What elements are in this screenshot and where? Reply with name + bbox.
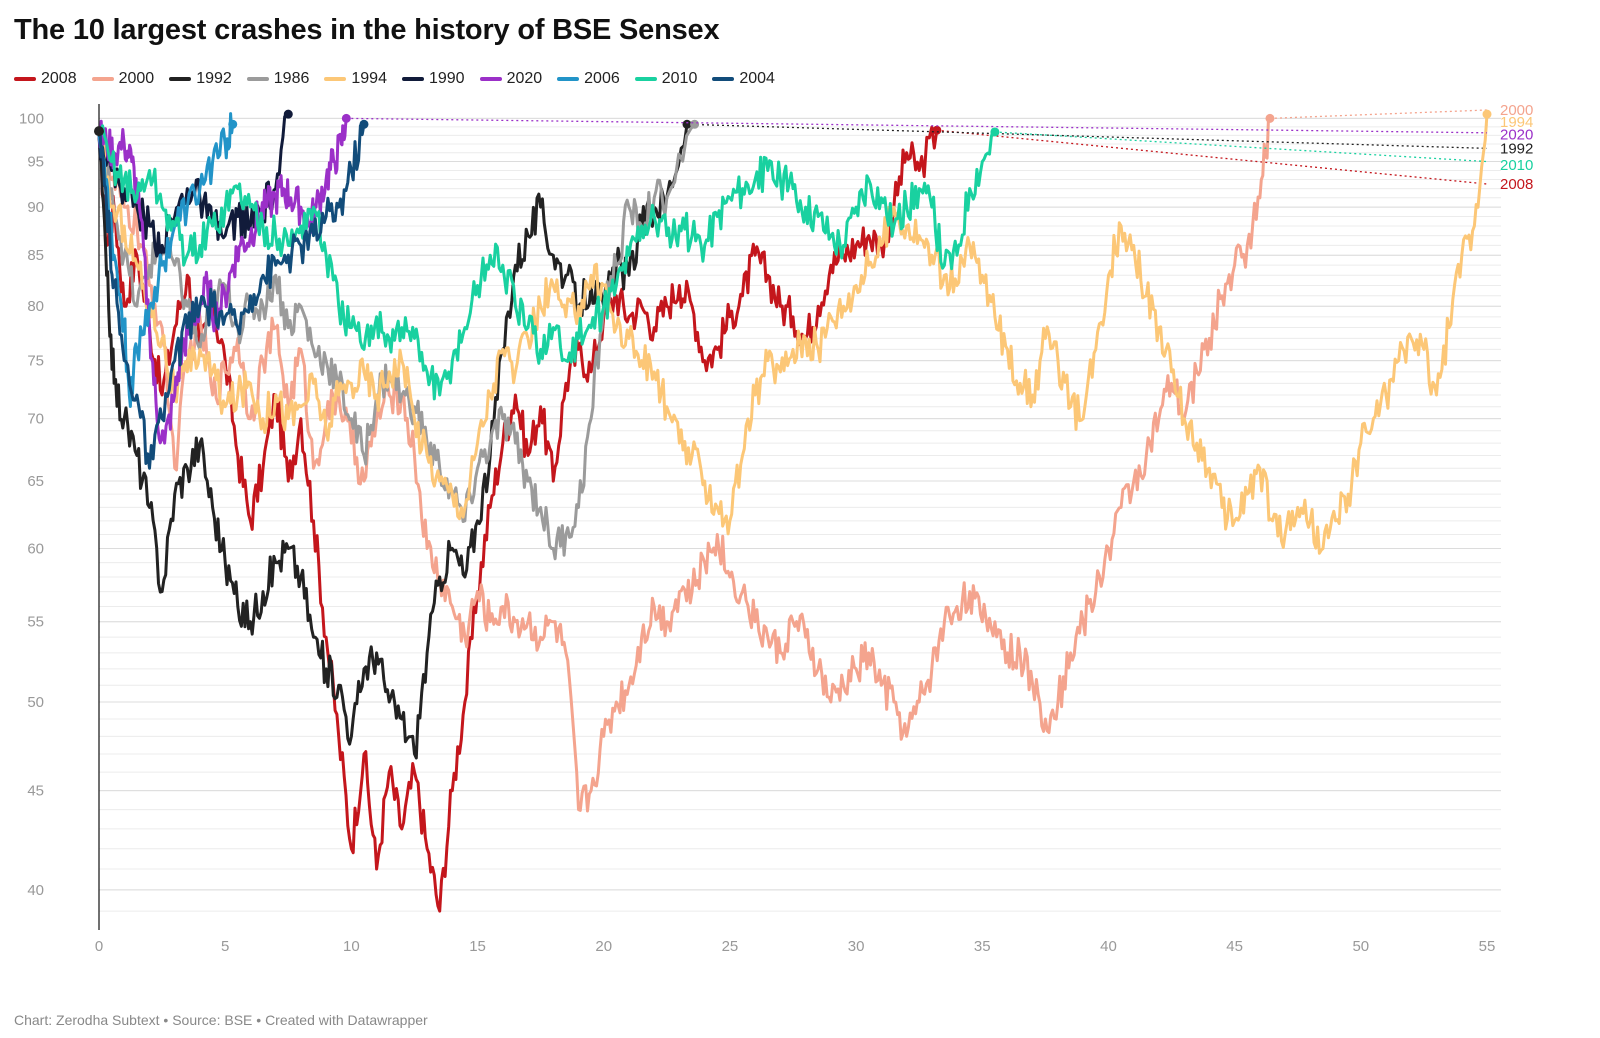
legend-item-1994: 1994: [324, 70, 387, 88]
legend-item-2004: 2004: [712, 70, 775, 88]
series-line-1994: [97, 112, 1489, 555]
x-tick-label: 35: [974, 938, 991, 955]
legend-swatch: [169, 77, 192, 81]
legend-label: 1990: [428, 70, 465, 87]
x-tick-label: 20: [595, 938, 612, 955]
x-tick-label: 30: [848, 938, 865, 955]
x-tick-label: 40: [1100, 938, 1117, 955]
chart-footer: Chart: Zerodha Subtext • Source: BSE • C…: [14, 1012, 428, 1028]
y-tick-label: 90: [27, 199, 44, 216]
legend-swatch: [91, 77, 114, 81]
x-tick-label: 55: [1479, 938, 1496, 955]
legend-item-2020: 2020: [479, 70, 543, 88]
series-extension-2008: [936, 129, 1488, 185]
legend-swatch: [246, 77, 269, 81]
series-end-point-2020: [341, 113, 351, 123]
series-end-point-1990: [283, 109, 293, 119]
y-tick-label: 75: [27, 353, 44, 370]
legend-label: 2000: [118, 70, 155, 87]
footer-separator: •: [252, 1012, 266, 1028]
series-end-point-2006: [228, 119, 238, 129]
x-tick-label: 25: [722, 938, 739, 955]
series-line-2004: [97, 122, 366, 470]
legend-label: 2010: [661, 70, 698, 87]
y-tick-label: 95: [27, 154, 44, 171]
legend-label: 2004: [739, 70, 775, 87]
end-label-2020: 2020: [1500, 127, 1533, 144]
legend-swatch: [712, 77, 735, 81]
footer-credit: Chart: Zerodha Subtext: [14, 1012, 160, 1028]
series-end-point-2004: [359, 119, 369, 129]
series-line-2006: [97, 112, 235, 408]
series-end-point-1992: [682, 119, 692, 129]
series-line-2000: [97, 115, 1272, 813]
x-tick-label: 45: [1226, 938, 1243, 955]
y-tick-label: 65: [27, 473, 44, 490]
footer-separator: •: [159, 1012, 173, 1028]
legend-label: 1986: [273, 70, 310, 87]
y-tick-label: 80: [27, 298, 44, 315]
end-label-1992: 1992: [1500, 140, 1533, 157]
footer-tool: Created with Datawrapper: [265, 1012, 428, 1028]
series-end-point-1994: [1482, 109, 1492, 119]
series-end-point-1986: [690, 119, 700, 129]
y-tick-label: 55: [27, 614, 44, 631]
legend-label: 1994: [351, 70, 387, 87]
legend-swatch: [324, 77, 347, 81]
legend-label: 2020: [506, 70, 543, 87]
series-extension-2010: [994, 131, 1488, 163]
legend-label: 1992: [196, 70, 232, 87]
end-label-2000: 2000: [1500, 102, 1533, 119]
footer-source: Source: BSE: [172, 1012, 253, 1028]
series-end-point-2000: [1265, 113, 1275, 123]
series-start-point: [94, 126, 104, 137]
series-line-2020: [97, 116, 348, 445]
y-tick-label: 70: [27, 411, 44, 428]
y-tick-label: 100: [19, 110, 44, 127]
legend-swatch: [557, 77, 580, 81]
series-line-2010: [97, 124, 997, 401]
y-tick-label: 60: [27, 540, 44, 557]
end-label-1994: 1994: [1500, 114, 1533, 131]
legend-label: 2006: [584, 70, 620, 87]
y-tick-label: 45: [27, 783, 44, 800]
series-extension-2000: [1269, 109, 1488, 120]
x-tick-label: 15: [469, 938, 486, 955]
legend-swatch: [14, 77, 36, 81]
legend-item-2000: 2000: [91, 70, 155, 88]
series-end-point-2010: [990, 127, 1000, 137]
x-tick-label: 0: [95, 938, 103, 955]
legend-item-1986: 1986: [246, 70, 310, 88]
y-tick-label: 50: [27, 694, 44, 711]
series-extension-2020: [346, 117, 1488, 134]
x-tick-label: 5: [221, 938, 229, 955]
page-title: The 10 largest crashes in the history of…: [14, 14, 720, 46]
y-tick-label: 40: [27, 882, 44, 899]
legend-item-2010: 2010: [634, 70, 698, 88]
end-label-2010: 2010: [1500, 157, 1533, 174]
x-tick-label: 10: [343, 938, 360, 955]
legend: 2008 2000 1992 1986 1994 1990 2020 2006 2010 2004: [14, 70, 790, 88]
legend-item-1990: 1990: [401, 70, 465, 88]
legend-swatch: [634, 77, 657, 81]
legend-swatch: [479, 77, 502, 81]
legend-label: 2008: [41, 70, 77, 87]
legend-swatch: [401, 77, 424, 81]
series-extension-1992: [686, 123, 1488, 150]
y-tick-label: 85: [27, 247, 44, 264]
legend-item-2008: 2008: [14, 70, 77, 88]
legend-item-1992: 1992: [169, 70, 232, 88]
legend-item-2006: 2006: [557, 70, 620, 88]
series-end-point-2008: [932, 125, 942, 135]
end-label-2008: 2008: [1500, 176, 1533, 193]
x-tick-label: 50: [1352, 938, 1369, 955]
